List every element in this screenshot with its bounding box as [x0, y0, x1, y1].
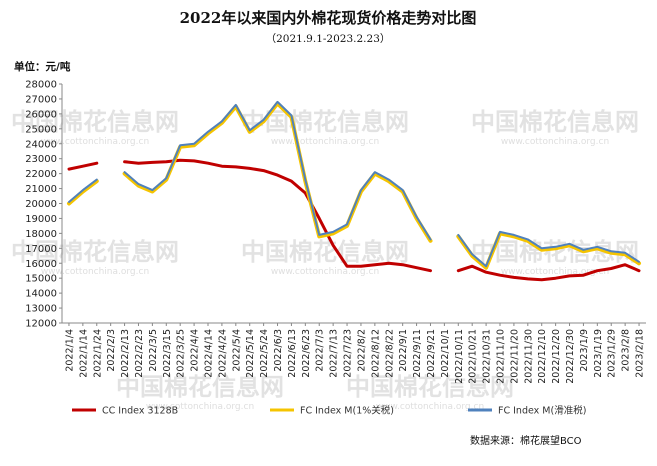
y-tick-label: 22000: [25, 169, 57, 180]
watermark-url: www.cottonchina.org.cn: [146, 402, 254, 412]
x-tick-label: 2022/11/20: [509, 329, 520, 384]
x-tick-label: 2022/4/14: [204, 329, 215, 378]
y-tick-label: 21000: [25, 184, 57, 195]
x-tick-label: 2022/2/13: [120, 329, 131, 378]
x-tick-label: 2022/7/13: [329, 329, 340, 378]
series-line-3: [68, 178, 98, 203]
watermark-url: www.cottonchina.org.cn: [501, 137, 609, 147]
x-tick-label: 2022/2/23: [134, 329, 145, 378]
legend: CC Index 3128B FC Index M(1%关税) FC Index M…: [72, 405, 586, 417]
watermark-url: www.cottonchina.org.cn: [271, 137, 379, 147]
watermark-text: 中国棉花信息网: [241, 238, 409, 266]
y-tick-label: 15000: [25, 274, 57, 285]
x-tick-label: 2022/9/21: [426, 329, 437, 378]
x-tick-label: 2022/5/4: [231, 329, 242, 372]
x-tick-label: 2023/2/18: [635, 329, 646, 378]
watermark-text: 中国棉花信息网: [346, 373, 514, 401]
y-tick-label: 27000: [25, 94, 57, 105]
x-tick-label: 2022/6/13: [287, 329, 298, 378]
x-tick-label: 2022/3/25: [176, 329, 187, 378]
x-tick-label: 2022/9/1: [398, 329, 409, 372]
series-line-1: [67, 161, 99, 171]
y-tick-label: 24000: [25, 139, 57, 150]
x-tick-label: 2023/2/8: [621, 329, 632, 372]
y-tick-label: 26000: [25, 109, 57, 120]
watermark-layer: 中国棉花信息网www.cottonchina.org.cn中国棉花信息网www.…: [11, 108, 639, 412]
chart-subtitle: （2021.9.1-2023.2.23）: [266, 33, 391, 45]
x-tick-label: 2022/11/10: [496, 329, 507, 384]
x-tick-label: 2022/3/5: [148, 329, 159, 372]
x-tick-label: 2022/3/15: [162, 329, 173, 378]
y-tick-label: 25000: [25, 124, 57, 135]
x-tick-label: 2022/8/22: [384, 329, 395, 378]
axes: 12000 13000 14000 15000 16000 17000 18000 19000…: [25, 80, 646, 384]
x-tick-label: 2022/8/2: [356, 329, 367, 372]
x-tick-label: 2022/9/11: [412, 329, 423, 378]
x-tick-label: 2022/12/30: [565, 329, 576, 384]
watermark-url: www.cottonchina.org.cn: [41, 137, 149, 147]
series-line-1: [456, 263, 641, 282]
x-tick-label: 2022/11/30: [523, 329, 534, 384]
x-tick-label: 2022/12/10: [537, 329, 548, 384]
x-tick-label: 2022/10/1: [440, 329, 451, 378]
series-line-3: [123, 100, 432, 241]
watermark-text: 中国棉花信息网: [471, 108, 639, 136]
x-tick-label: 2022/6/23: [301, 329, 312, 378]
watermark-url: www.cottonchina.org.cn: [41, 267, 149, 277]
y-tick-label: 18000: [25, 229, 57, 240]
y-tick-label: 20000: [25, 199, 57, 210]
x-tick-label: 2022/1/4: [64, 329, 75, 372]
x-tick-label: 2022/5/24: [259, 329, 270, 378]
x-tick-label: 2022/10/21: [468, 329, 479, 384]
watermark-url: www.cottonchina.org.cn: [271, 267, 379, 277]
watermark-text: 中国棉花信息网: [116, 373, 284, 401]
x-tick-label: 2022/8/12: [370, 329, 381, 378]
y-tick-label: 16000: [25, 259, 57, 270]
legend-label: FC Index M(滑准税): [498, 405, 586, 417]
x-tick-label: 2022/10/31: [482, 329, 493, 384]
series-layer: [67, 100, 641, 282]
x-tick-label: 2023/1/9: [579, 329, 590, 372]
watermark-text: 中国棉花信息网: [11, 238, 179, 266]
watermark-url: www.cottonchina.org.cn: [376, 402, 484, 412]
x-tick-label: 2022/4/24: [217, 329, 228, 378]
x-tick-label: 2022/4/4: [190, 329, 201, 372]
y-tick-label: 28000: [25, 80, 57, 91]
x-tick-label: 2023/1/29: [607, 329, 618, 378]
data-source-label: 数据来源：棉花展望BCO: [470, 434, 582, 447]
legend-label: FC Index M(1%关税): [300, 405, 394, 417]
chart-title: 2022年以来国内外棉花现货价格走势对比图: [180, 9, 477, 27]
x-tick-label: 2022/12/20: [551, 329, 562, 384]
x-tick-label: 2022/10/11: [454, 329, 465, 384]
series-line-3: [457, 230, 640, 268]
x-tick-label: 2022/6/3: [273, 329, 284, 372]
x-tick-label: 2022/2/3: [106, 329, 117, 372]
watermark-text: 中国棉花信息网: [241, 108, 409, 136]
x-tick-label: 2022/1/24: [92, 329, 103, 378]
x-tick-label: 2022/5/14: [245, 329, 256, 378]
y-tick-label: 19000: [25, 214, 57, 225]
x-tick-label: 2022/7/23: [343, 329, 354, 378]
y-axis-unit-label: 单位：元/吨: [14, 60, 71, 73]
x-tick-label: 2022/1/14: [78, 329, 89, 378]
x-tick-label: 2023/1/19: [593, 329, 604, 378]
y-tick-label: 23000: [25, 154, 57, 165]
y-tick-label: 17000: [25, 244, 57, 255]
series-line-2: [67, 179, 99, 206]
y-tick-label: 13000: [25, 304, 57, 315]
y-tick-label: 14000: [25, 289, 57, 300]
y-tick-label: 12000: [25, 319, 57, 330]
x-tick-label: 2022/7/3: [315, 329, 326, 372]
legend-label: CC Index 3128B: [102, 406, 178, 417]
watermark-url: www.cottonchina.org.cn: [501, 267, 609, 277]
watermark-text: 中国棉花信息网: [11, 108, 179, 136]
